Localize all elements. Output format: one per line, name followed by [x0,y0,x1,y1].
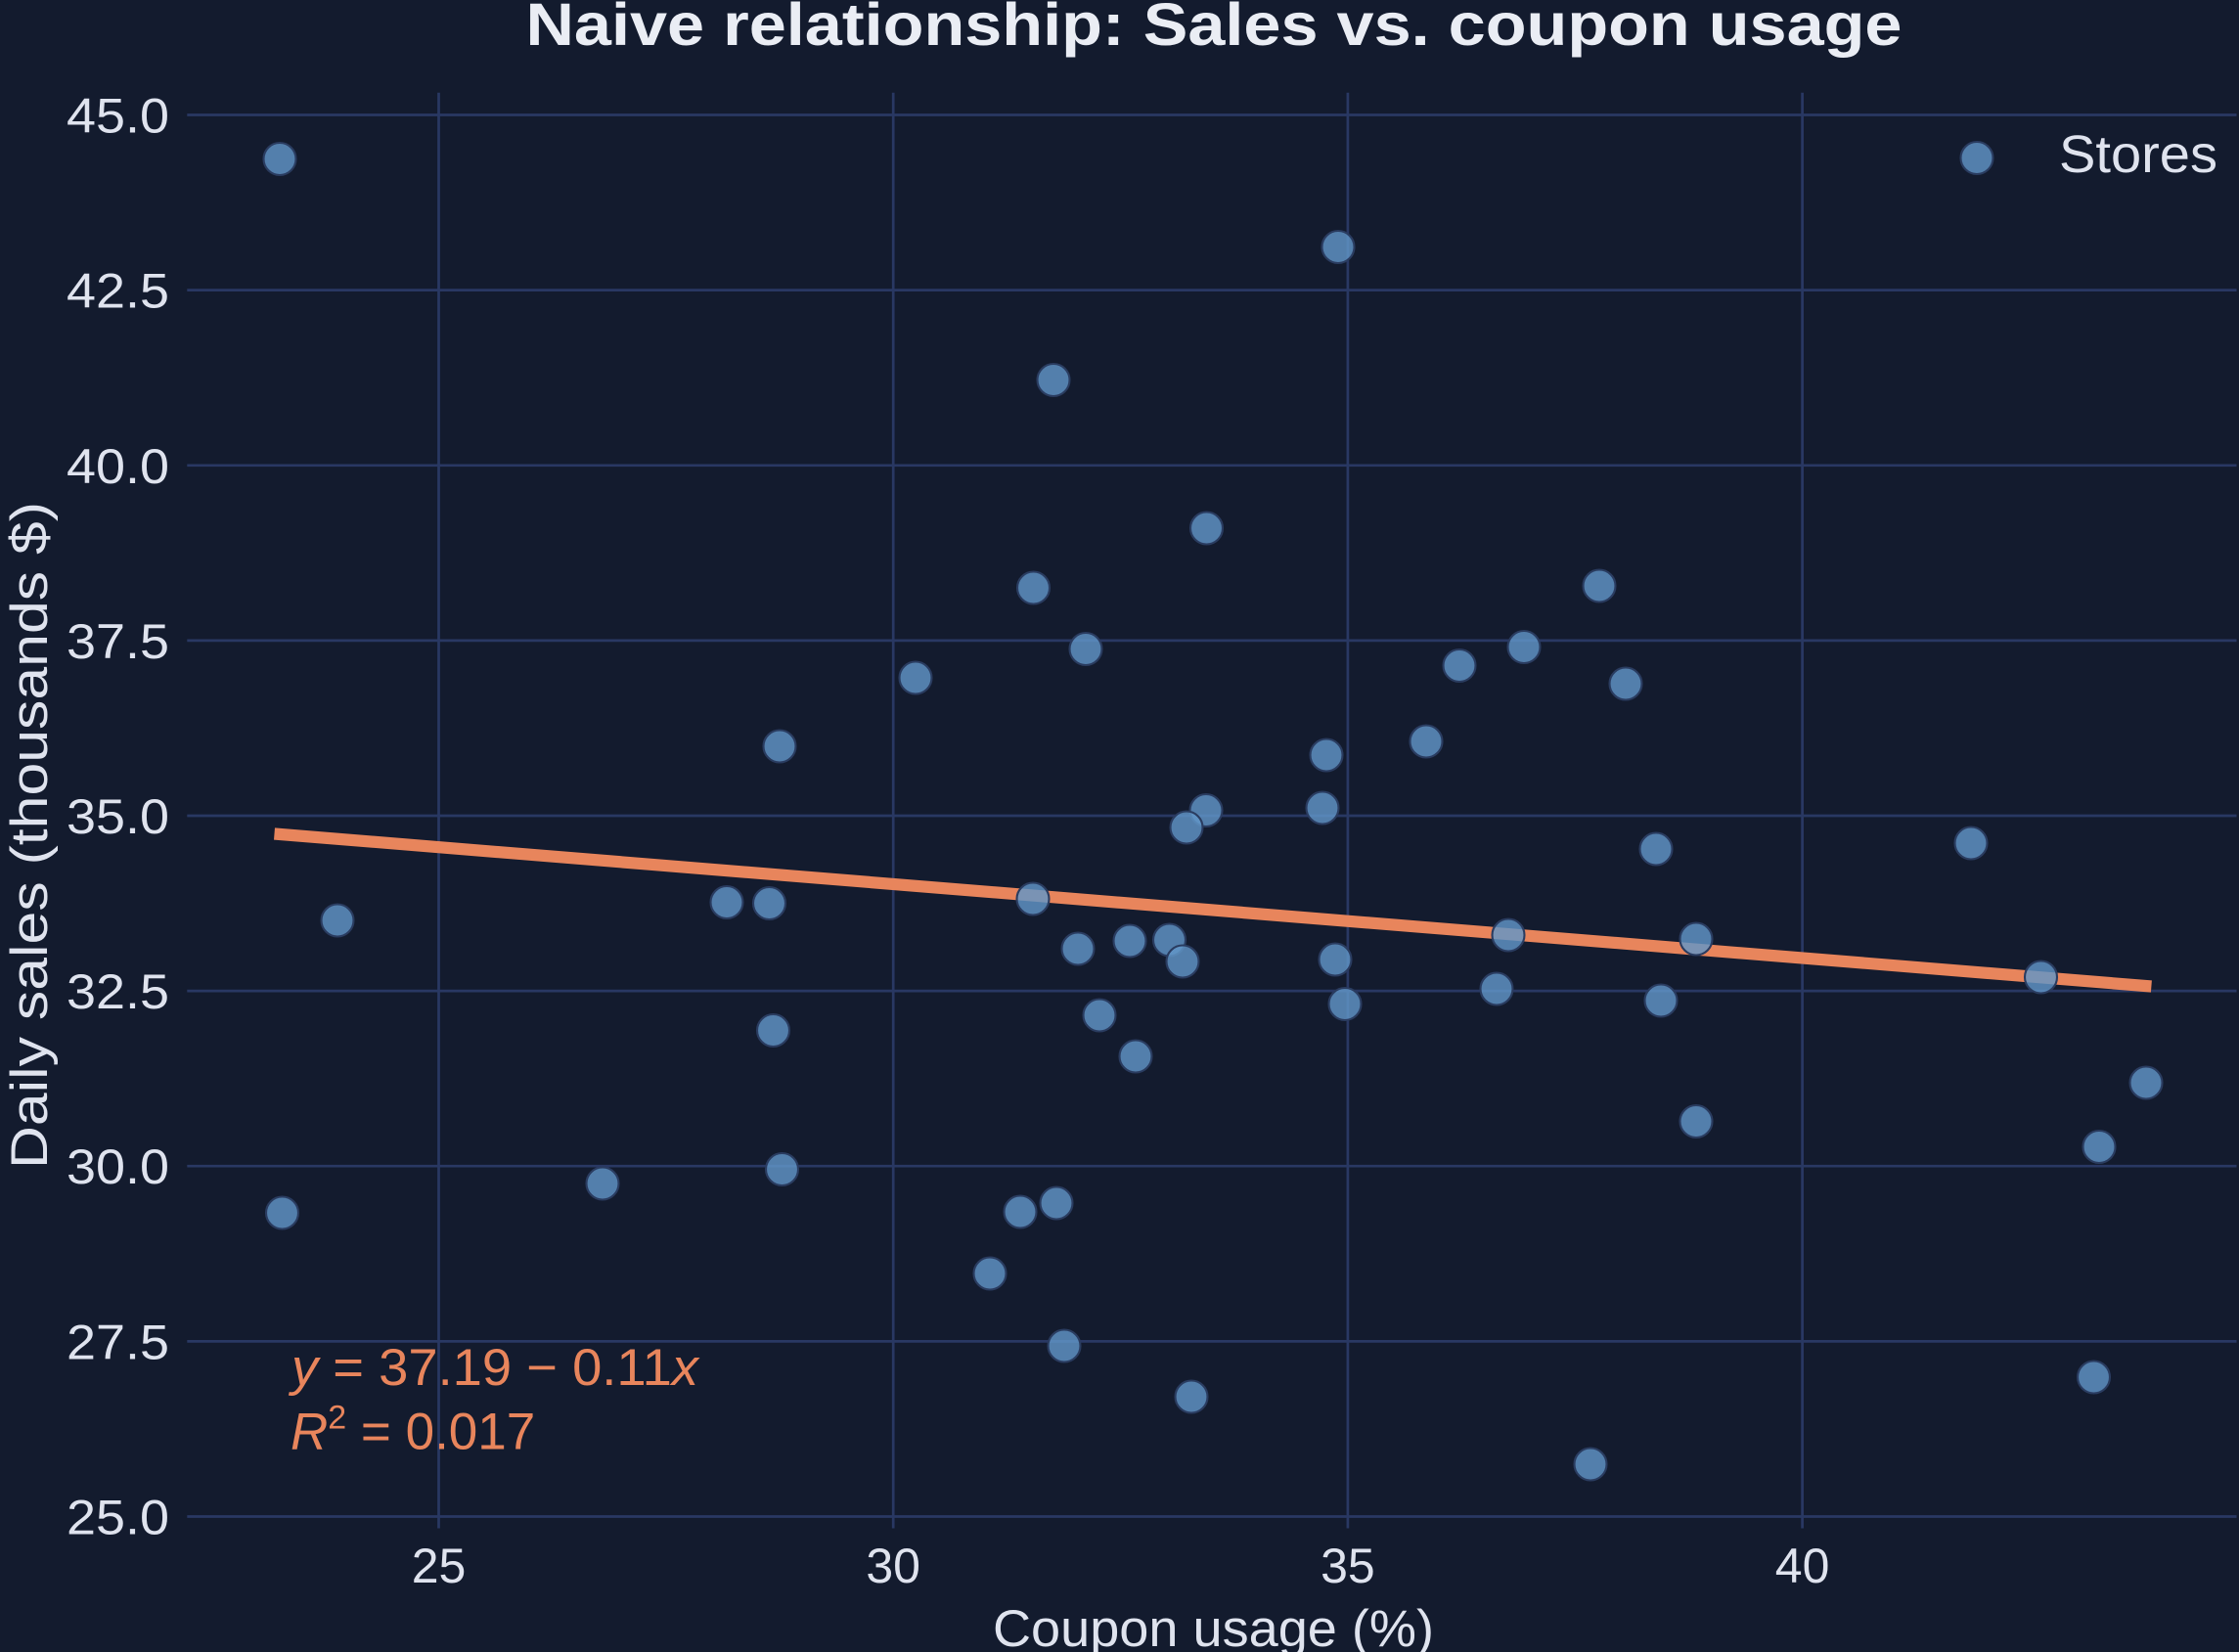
svg-text:35.0: 35.0 [67,789,169,844]
svg-text:42.5: 42.5 [67,264,169,319]
svg-text:45.0: 45.0 [67,89,169,144]
svg-text:35: 35 [1321,1539,1375,1593]
svg-text:Stores: Stores [2059,125,2217,184]
svg-text:25: 25 [412,1539,467,1593]
svg-text:Daily sales (thousands $): Daily sales (thousands $) [1,502,59,1169]
svg-text:40: 40 [1775,1539,1830,1593]
svg-text:Naive relationship: Sales vs.: Naive relationship: Sales vs. coupon usa… [526,0,1903,58]
svg-text:30: 30 [866,1539,920,1593]
svg-text:Coupon usage (%): Coupon usage (%) [993,1600,1434,1652]
svg-text:32.5: 32.5 [67,964,169,1019]
svg-text:30.0: 30.0 [67,1139,169,1194]
svg-text:25.0: 25.0 [67,1491,169,1545]
svg-text:27.5: 27.5 [67,1315,169,1369]
svg-text:40.0: 40.0 [67,439,169,494]
svg-text:R2 = 0.017: R2 = 0.017 [291,1400,535,1461]
svg-text:y = 37.19 − 0.11x: y = 37.19 − 0.11 x [289,1339,701,1397]
svg-text:37.5: 37.5 [67,614,169,669]
